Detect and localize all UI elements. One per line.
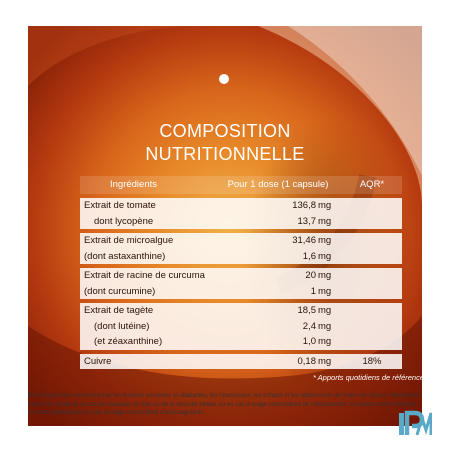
disclaimer-text: Ne doit pas être consommé par les femmes…: [28, 393, 419, 417]
ingredient-label: Extrait de microalgue: [84, 235, 174, 246]
title-line-1: COMPOSITION: [159, 121, 291, 141]
dose-value: 2,4 mg: [214, 319, 342, 335]
table-row: (dont curcumine) 1 mg: [80, 284, 402, 300]
header-ingredients: Ingrédients: [110, 179, 158, 190]
ingredient-label: (et zéaxanthine): [94, 336, 163, 347]
aqr-value: [342, 198, 402, 214]
dose-number: 1,0: [302, 336, 316, 347]
dose-number: 20: [305, 270, 316, 281]
dose-number: 1,6: [302, 250, 316, 262]
header-aqr: AQR*: [359, 179, 385, 190]
dose-value: 20 mg: [214, 268, 342, 284]
table-row: Extrait de tagète 18,5 mg: [80, 303, 402, 319]
dose-unit: mg: [318, 250, 332, 262]
dose-number: 1: [310, 285, 316, 297]
table-row: Extrait de racine de curcuma 20 mg: [80, 268, 402, 284]
header-dose: Pour 1 dose (1 capsule): [227, 179, 329, 190]
ipm-logo: [399, 410, 432, 436]
dose-unit: mg: [318, 200, 332, 211]
dose-number: 0,18: [297, 355, 317, 367]
dose-number: 136,8: [292, 200, 316, 211]
table-row: dont lycopène 13,7 mg: [80, 214, 402, 230]
aqr-value: [342, 334, 402, 350]
dose-number: 13,7: [297, 215, 317, 227]
dose-value: 1,6 mg: [214, 249, 342, 265]
dose-value: 13,7 mg: [214, 214, 342, 230]
aqr-footnote: * Apports quotidiens de référence: [312, 373, 424, 382]
table-row: Cuivre 0,18 mg 18%: [80, 354, 402, 370]
aqr-value: [342, 268, 402, 284]
table-group-tagete: Extrait de tagète 18,5 mg (dont lutéine) …: [80, 303, 402, 350]
table-row: (dont astaxanthine) 1,6 mg: [80, 249, 402, 265]
title-line-2: NUTRITIONNELLE: [145, 144, 305, 164]
dose-value: 31,46 mg: [214, 233, 342, 249]
dose-unit: mg: [318, 235, 332, 246]
dose-number: 2,4: [302, 320, 316, 332]
ingredient-label: (dont curcumine): [84, 285, 156, 297]
table-group-microalgae: Extrait de microalgue 31,46 mg (dont asta…: [80, 233, 402, 264]
dose-unit: mg: [318, 305, 332, 316]
ingredient-label: (dont astaxanthine): [84, 250, 166, 262]
aqr-value: [342, 249, 402, 265]
table-row: Extrait de tomate 136,8 mg: [80, 198, 402, 214]
dose-unit: mg: [318, 336, 332, 347]
aqr-value: [342, 303, 402, 319]
nutrition-table: Ingrédients Pour 1 dose (1 capsule) AQR*…: [80, 176, 402, 369]
table-group-copper: Cuivre 0,18 mg 18%: [80, 353, 402, 370]
ingredient-label: (dont lutéine): [94, 320, 150, 332]
dose-unit: mg: [318, 320, 332, 332]
table-row: (et zéaxanthine) 1,0 mg: [80, 334, 402, 350]
table-row: Extrait de microalgue 31,46 mg: [80, 233, 402, 249]
dose-number: 31,46: [292, 235, 316, 246]
orange-panel: COMPOSITION NUTRITIONNELLE Ingrédients P…: [28, 26, 422, 426]
dose-value: 1,0 mg: [214, 334, 342, 350]
ingredient-label: Extrait de racine de curcuma: [84, 270, 205, 281]
aqr-value: [342, 319, 402, 335]
ingredient-label: Extrait de tomate: [84, 200, 156, 211]
dose-number: 18,5: [297, 305, 317, 316]
table-group-curcuma: Extrait de racine de curcuma 20 mg (dont …: [80, 268, 402, 299]
aqr-value: [342, 284, 402, 300]
dose-unit: mg: [318, 215, 332, 227]
table-row: (dont lutéine) 2,4 mg: [80, 319, 402, 335]
hang-hole: [219, 74, 229, 84]
table-group-tomato: Extrait de tomate 136,8 mg dont lycopène …: [80, 198, 402, 229]
ingredient-label: dont lycopène: [94, 215, 154, 227]
table-header: Ingrédients Pour 1 dose (1 capsule) AQR*: [80, 176, 402, 194]
ingredient-label: Cuivre: [84, 355, 112, 367]
dose-unit: mg: [318, 355, 332, 367]
aqr-value: [342, 214, 402, 230]
dose-unit: mg: [318, 270, 332, 281]
ingredient-label: Extrait de tagète: [84, 305, 154, 316]
dose-value: 136,8 mg: [214, 198, 342, 214]
dose-value: 0,18 mg: [214, 354, 342, 370]
aqr-value: 18%: [362, 355, 382, 367]
aqr-value: [342, 233, 402, 249]
dose-value: 1 mg: [214, 284, 342, 300]
dose-unit: mg: [318, 285, 332, 297]
dose-value: 18,5 mg: [214, 303, 342, 319]
